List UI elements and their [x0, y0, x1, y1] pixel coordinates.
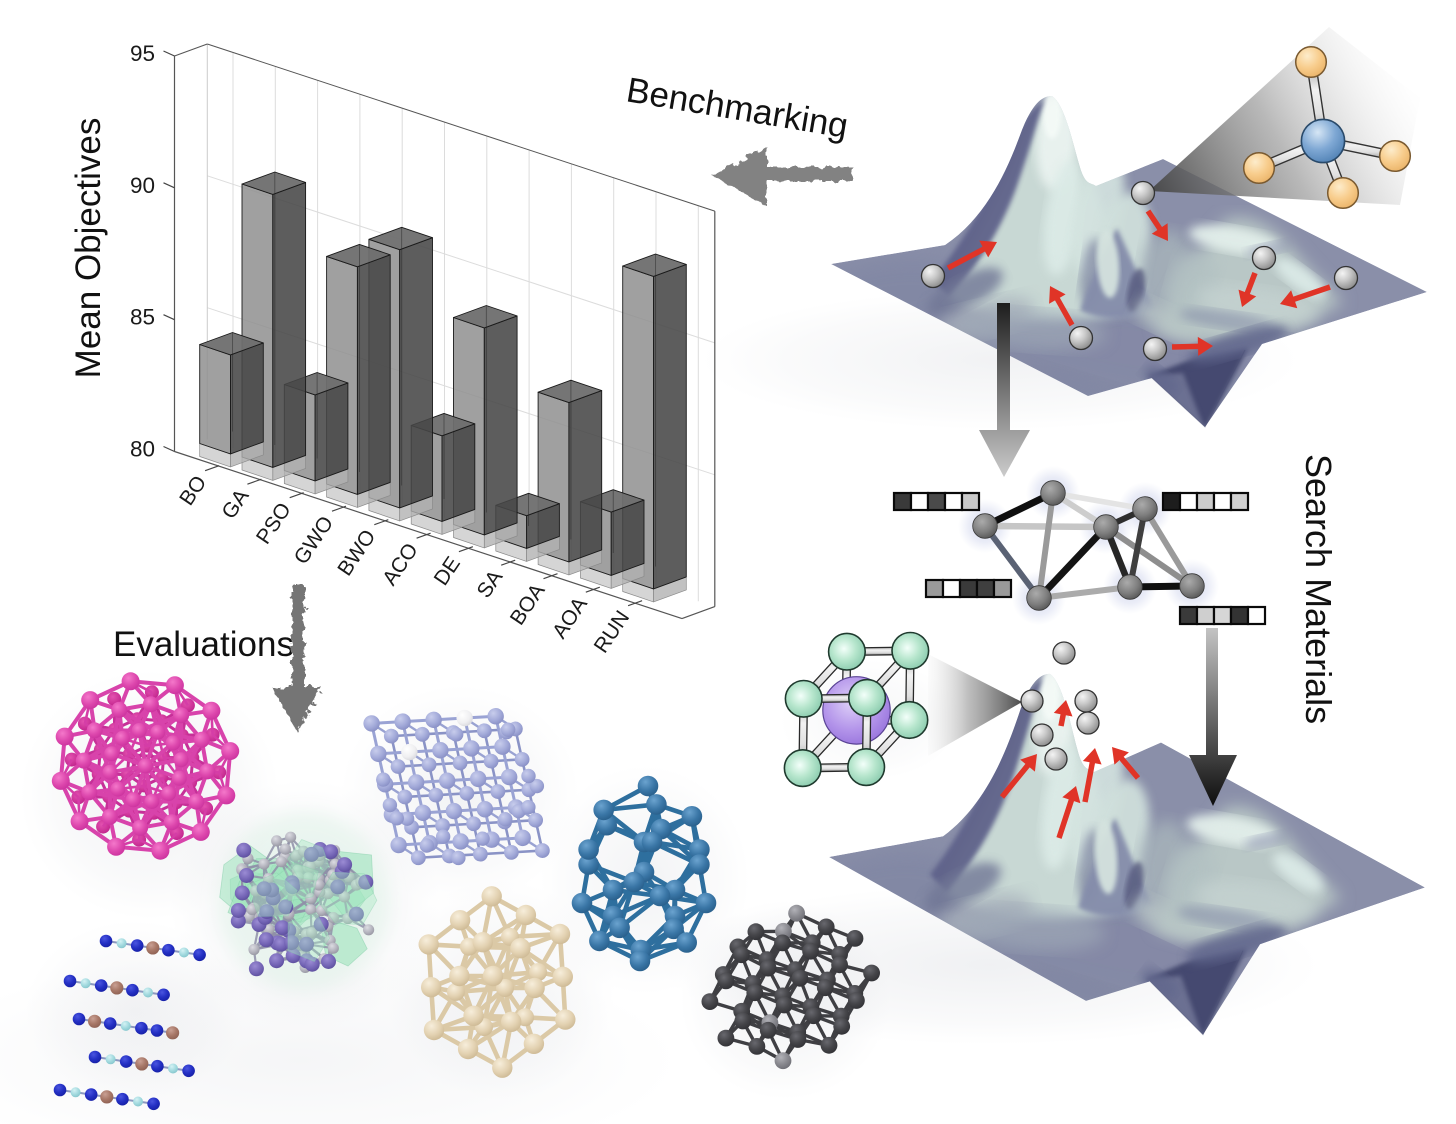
svg-text:Search Materials: Search Materials — [1298, 454, 1339, 724]
svg-text:85: 85 — [130, 305, 155, 330]
svg-text:80: 80 — [130, 437, 155, 462]
svg-text:Mean Objectives: Mean Objectives — [69, 118, 108, 379]
svg-text:90: 90 — [130, 173, 155, 198]
svg-text:95: 95 — [130, 41, 155, 66]
svg-text:Evaluations: Evaluations — [113, 625, 294, 664]
